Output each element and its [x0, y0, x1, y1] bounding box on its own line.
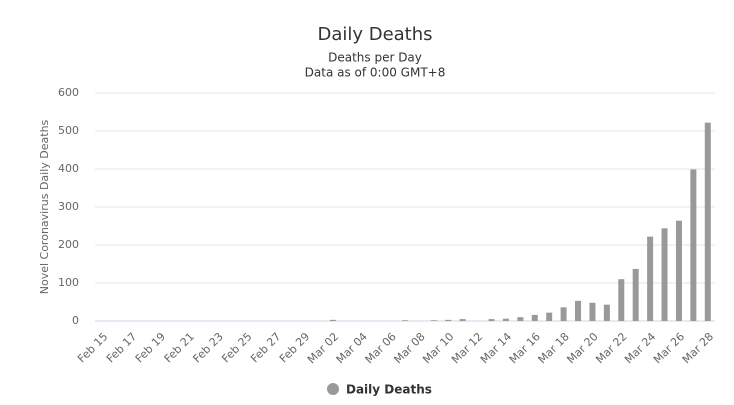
bar [546, 312, 553, 321]
bar [647, 236, 654, 321]
bar [690, 169, 697, 321]
bar [575, 300, 582, 321]
bar [531, 314, 538, 321]
bar [488, 319, 495, 321]
legend-label: Daily Deaths [346, 383, 432, 397]
chart-subtitle: Data as of 0:00 GMT+8 [305, 66, 446, 80]
bar [661, 228, 668, 321]
x-tick-label: Mar 04 [334, 330, 370, 366]
legend-marker [327, 383, 339, 395]
chart-subtitle: Deaths per Day [328, 51, 422, 65]
x-tick-label: Feb 17 [104, 330, 139, 365]
bar [430, 320, 437, 321]
bar [603, 304, 610, 321]
bar [675, 220, 682, 321]
y-tick-label: 100 [58, 276, 79, 289]
chart-title: Daily Deaths [317, 24, 432, 45]
x-tick-label: Mar 16 [507, 330, 543, 366]
x-tick-label: Mar 28 [680, 330, 716, 366]
x-tick-label: Mar 24 [622, 330, 658, 366]
bar [329, 319, 336, 321]
x-tick-label: Mar 14 [478, 330, 514, 366]
y-tick-label: 400 [58, 162, 79, 175]
x-tick-label: Feb 27 [248, 330, 283, 365]
x-tick-label: Mar 08 [391, 330, 427, 366]
x-tick-label: Feb 23 [190, 330, 225, 365]
x-tick-label: Mar 06 [363, 330, 399, 366]
y-axis-label: Novel Coronavirus Daily Deaths [38, 119, 51, 294]
bar [445, 319, 452, 321]
y-tick-label: 600 [58, 86, 79, 99]
bar [560, 307, 567, 321]
x-tick-label: Mar 22 [593, 330, 629, 366]
x-tick-label: Mar 02 [305, 330, 341, 366]
x-tick-label: Mar 12 [449, 330, 485, 366]
bar [517, 317, 524, 321]
y-tick-label: 300 [58, 200, 79, 213]
x-tick-label: Feb 21 [162, 330, 197, 365]
bar [502, 318, 509, 321]
bar [459, 319, 466, 321]
bar [704, 122, 711, 321]
bar [589, 302, 596, 321]
y-tick-label: 0 [72, 314, 79, 327]
x-tick-label: Feb 15 [75, 330, 110, 365]
x-tick-label: Mar 20 [564, 330, 600, 366]
bar [618, 279, 625, 321]
bar [402, 320, 408, 321]
x-tick-label: Feb 19 [133, 330, 168, 365]
x-tick-label: Mar 10 [420, 330, 456, 366]
y-tick-label: 500 [58, 124, 79, 137]
bar [632, 268, 639, 321]
x-tick-label: Mar 26 [651, 330, 687, 366]
y-tick-label: 200 [58, 238, 79, 251]
x-tick-label: Mar 18 [536, 330, 572, 366]
x-tick-label: Feb 25 [219, 330, 254, 365]
